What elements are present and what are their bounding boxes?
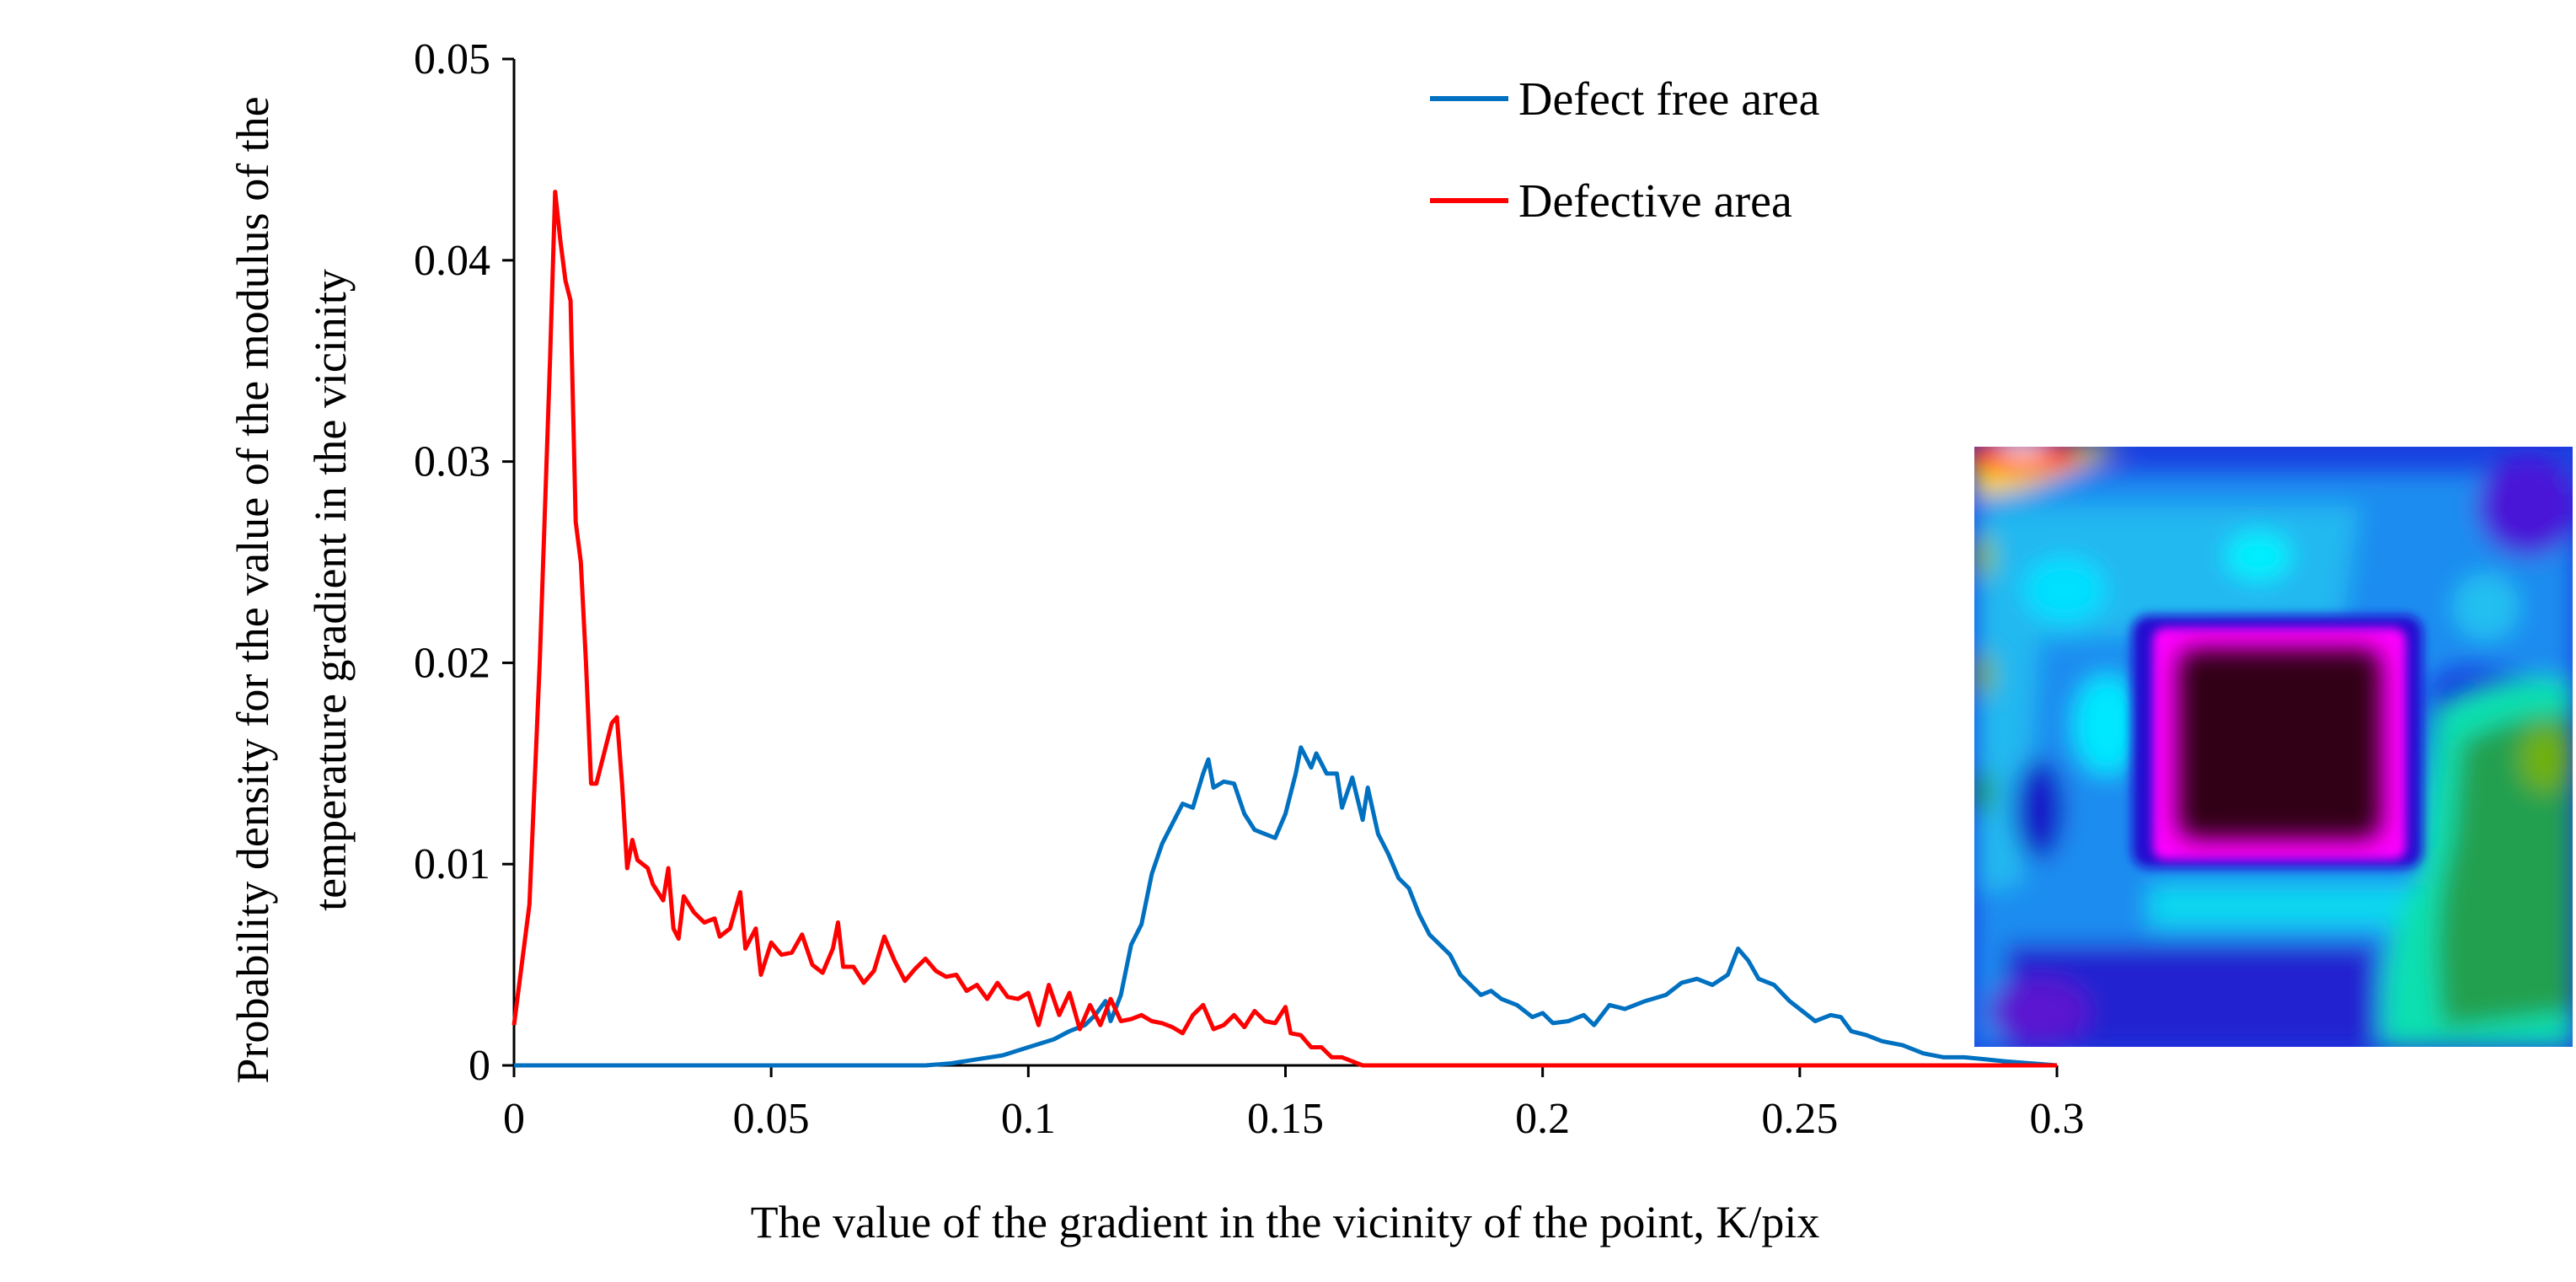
x-tick-label: 0.1 bbox=[1001, 1095, 1056, 1143]
legend: Defect free area Defective area bbox=[1430, 73, 1820, 228]
y-axis-label-line-1: Probability density for the value of the… bbox=[228, 96, 278, 1083]
legend-label-defective: Defective area bbox=[1518, 175, 1792, 228]
thermogram-inset-image bbox=[1974, 447, 2573, 1047]
x-tick-label: 0.3 bbox=[2030, 1095, 2085, 1143]
y-tick-label: 0 bbox=[469, 1042, 490, 1090]
x-tick-label: 0.2 bbox=[1515, 1095, 1570, 1143]
series-line-defect-free-area bbox=[514, 745, 2058, 1068]
y-ticks: 0 0.01 0.02 0.03 0.04 0.05 bbox=[414, 35, 514, 1090]
x-axis-label: The value of the gradient in the vicinit… bbox=[751, 1197, 1820, 1247]
y-tick-label: 0.02 bbox=[414, 639, 490, 687]
y-tick-label: 0.05 bbox=[414, 35, 490, 83]
series-lines bbox=[511, 190, 2058, 1068]
x-tick-label: 0.05 bbox=[733, 1095, 810, 1143]
legend-label-defect-free: Defect free area bbox=[1518, 73, 1820, 126]
x-ticks: 0 0.05 0.1 0.15 0.2 0.25 0.3 bbox=[503, 1065, 2085, 1143]
x-tick-label: 0 bbox=[503, 1095, 525, 1143]
series-line-defective-area bbox=[511, 190, 2057, 1068]
y-tick-label: 0.04 bbox=[414, 237, 490, 285]
y-axis-label-line-2: temperature gradient in the vicinity bbox=[305, 269, 356, 911]
x-tick-label: 0.25 bbox=[1761, 1095, 1838, 1143]
x-tick-label: 0.15 bbox=[1247, 1095, 1324, 1143]
axes bbox=[512, 59, 2057, 1067]
y-tick-label: 0.01 bbox=[414, 840, 490, 888]
y-tick-label: 0.03 bbox=[414, 438, 490, 486]
